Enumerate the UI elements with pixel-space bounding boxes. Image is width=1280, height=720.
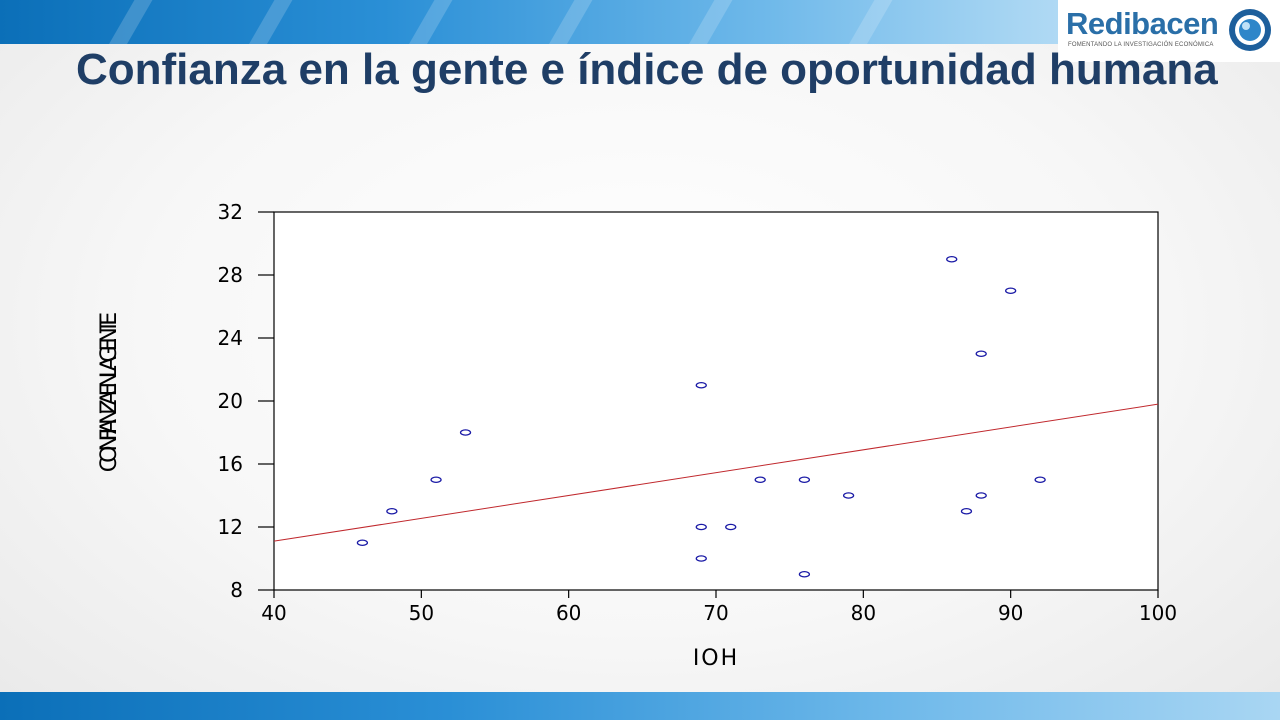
data-point	[842, 492, 855, 499]
bottom-decorative-band	[0, 692, 1280, 720]
y-tick-label: 28	[218, 263, 243, 287]
data-point	[754, 476, 766, 483]
data-point	[798, 476, 811, 483]
y-axis: 8 12 16 20 24 28 32	[218, 200, 274, 602]
y-axis-label: CONFIANZAENLAGENTE	[97, 313, 122, 473]
logo-tagline: FOMENTANDO LA INVESTIGACIÓN ECONÓMICA	[1068, 42, 1214, 48]
data-point	[1034, 476, 1046, 483]
data-point	[798, 571, 811, 578]
x-tick-label: 80	[851, 601, 876, 625]
logo-name: Redibacen	[1066, 6, 1219, 41]
y-tick-label: 20	[218, 389, 243, 413]
data-point	[430, 476, 442, 483]
x-tick-label: 60	[556, 601, 581, 625]
data-points	[356, 255, 1046, 578]
x-tick-label: 90	[998, 601, 1023, 625]
plot-area	[273, 211, 1159, 591]
data-point	[1005, 287, 1017, 294]
x-tick-label: 50	[409, 601, 434, 625]
x-axis-label: IOH	[693, 646, 739, 671]
trend-line	[273, 403, 1159, 542]
y-tick-label: 16	[218, 452, 243, 476]
x-axis: 40 50 60 70 80 90 100	[261, 590, 1177, 625]
globe-icon	[1229, 9, 1271, 51]
data-point	[975, 492, 987, 499]
y-tick-label: 12	[218, 515, 243, 539]
x-tick-label: 40	[261, 601, 286, 625]
redibacen-logo: Redibacen FOMENTANDO LA INVESTIGACIÓN EC…	[1058, 0, 1280, 62]
data-point	[356, 539, 369, 547]
y-tick-label: 32	[218, 200, 243, 224]
y-tick-label: 8	[230, 578, 243, 602]
data-point	[386, 507, 398, 515]
data-point	[695, 555, 707, 562]
data-point	[946, 255, 958, 263]
data-point	[695, 523, 707, 531]
x-tick-label: 100	[1139, 601, 1177, 625]
data-point	[725, 523, 737, 531]
slide-title: Confianza en la gente e índice de oportu…	[76, 45, 1218, 94]
data-point	[960, 507, 973, 515]
x-tick-label: 70	[703, 601, 728, 625]
data-point	[975, 350, 987, 357]
y-tick-label: 24	[218, 326, 243, 350]
data-point	[695, 381, 707, 389]
data-point	[459, 429, 472, 436]
